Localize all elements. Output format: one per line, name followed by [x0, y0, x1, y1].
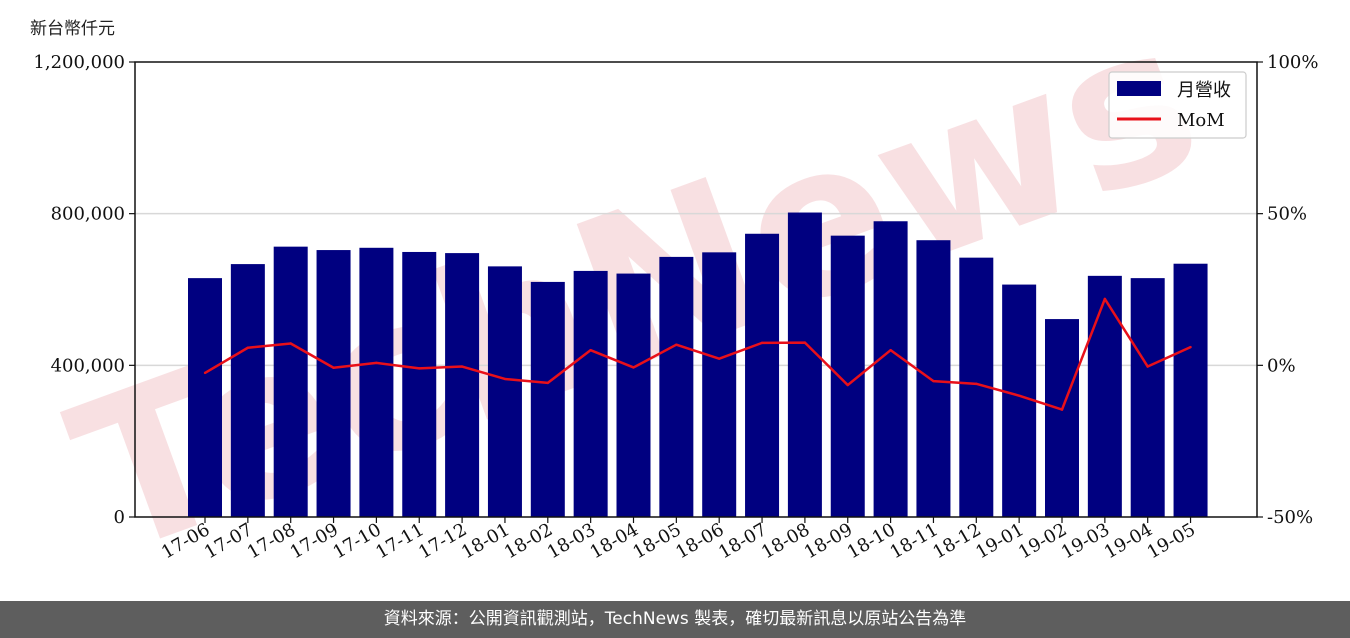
bar-18-10 — [873, 221, 908, 517]
bar-19-04 — [1130, 278, 1165, 517]
x-tick-label-18-01: 18-01 — [458, 519, 513, 563]
bar-17-08 — [273, 246, 308, 517]
mom-point-18-02 — [546, 381, 549, 385]
mom-line — [204, 297, 1192, 411]
legend-label-revenue: 月營收 — [1177, 80, 1231, 101]
x-tick-label-17-12: 17-12 — [415, 519, 470, 563]
mom-line-series — [203, 297, 1192, 411]
mom-point-18-12 — [975, 382, 978, 386]
x-tick-label-19-03: 19-03 — [1058, 519, 1113, 563]
mom-point-19-01 — [1017, 394, 1021, 397]
bar-18-07 — [745, 233, 780, 517]
legend: 月營收 MoM — [1108, 71, 1247, 139]
right-tick-label: -50% — [1267, 507, 1313, 528]
legend-label-mom: MoM — [1177, 110, 1225, 131]
bar-17-09 — [316, 250, 351, 518]
mom-point-18-06 — [718, 357, 721, 360]
left-tick-label: 400,000 — [51, 355, 125, 376]
mom-point-19-02 — [1060, 408, 1064, 411]
left-tick-label: 0 — [114, 507, 125, 528]
x-tick-label-18-09: 18-09 — [801, 519, 856, 563]
y-axis-unit-label: 新台幣仟元 — [30, 19, 115, 39]
mom-point-17-10 — [375, 361, 378, 365]
bar-18-05 — [659, 256, 694, 517]
mom-point-17-09 — [332, 366, 335, 369]
mom-point-19-03 — [1103, 297, 1107, 301]
plot-frame — [134, 61, 1258, 518]
mom-point-18-09 — [846, 383, 849, 387]
bar-17-10 — [359, 247, 394, 517]
mom-point-18-04 — [632, 366, 635, 369]
x-tick-label-18-05: 18-05 — [629, 519, 684, 563]
x-tick-label-19-04: 19-04 — [1101, 519, 1156, 563]
mom-point-18-10 — [889, 348, 892, 352]
bar-19-03 — [1087, 275, 1122, 517]
revenue-chart: TechNews 0400,000800,0001,200,000-50%0%5… — [33, 0, 1318, 600]
bar-18-01 — [487, 266, 522, 517]
bar-17-06 — [188, 278, 222, 517]
x-tick-label-19-02: 19-02 — [1015, 519, 1070, 563]
bar-18-06 — [702, 252, 737, 517]
mom-point-18-01 — [503, 377, 507, 381]
x-tick-label-17-11: 17-11 — [372, 519, 427, 563]
x-tick-label-18-12: 18-12 — [929, 519, 984, 563]
x-tick-label-18-08: 18-08 — [758, 519, 813, 563]
left-tick-label: 800,000 — [51, 204, 125, 225]
mom-point-17-11 — [418, 367, 421, 370]
x-tick-label-18-11: 18-11 — [887, 519, 942, 563]
mom-point-18-11 — [932, 379, 935, 383]
mom-point-17-08 — [289, 342, 292, 345]
x-tick-label-18-07: 18-07 — [715, 519, 770, 563]
left-tick-label: 1,200,000 — [33, 52, 125, 73]
right-tick-label: 50% — [1267, 204, 1307, 225]
bar-18-11 — [916, 240, 951, 518]
bar-19-02 — [1045, 319, 1079, 517]
bar-series — [188, 212, 1208, 518]
bar-17-07 — [230, 264, 265, 517]
bar-18-08 — [787, 212, 822, 517]
mom-point-18-07 — [760, 341, 764, 345]
x-tick-label-18-03: 18-03 — [544, 519, 599, 563]
x-tick-label-18-02: 18-02 — [501, 519, 556, 563]
bar-18-03 — [573, 270, 608, 517]
x-tick-label-18-04: 18-04 — [587, 519, 642, 563]
x-tick-label-18-10: 18-10 — [844, 519, 899, 563]
bar-19-05 — [1173, 263, 1208, 517]
bar-17-11 — [402, 251, 437, 517]
mom-point-19-05 — [1189, 345, 1192, 349]
bar-18-04 — [616, 273, 651, 517]
mom-point-17-06 — [203, 371, 207, 375]
bar-17-12 — [445, 253, 480, 517]
mom-point-17-07 — [246, 346, 250, 349]
right-tick-label: 100% — [1267, 52, 1318, 73]
mom-point-18-03 — [589, 348, 592, 352]
x-tick-label-19-01: 19-01 — [972, 519, 1027, 563]
right-tick-label: 0% — [1267, 355, 1296, 376]
mom-point-18-05 — [675, 343, 678, 346]
bar-18-02 — [530, 281, 565, 517]
x-tick-label-19-05: 19-05 — [1144, 519, 1199, 563]
x-tick-label-18-06: 18-06 — [672, 519, 727, 563]
legend-swatch-bar — [1117, 81, 1161, 96]
mom-point-17-12 — [460, 365, 464, 368]
bar-19-01 — [1002, 284, 1037, 517]
mom-point-19-04 — [1146, 365, 1149, 368]
mom-point-18-08 — [803, 341, 807, 344]
source-footer: 資料來源：公開資訊觀測站，TechNews 製表，確切最新訊息以原站公告為準 — [0, 601, 1350, 638]
